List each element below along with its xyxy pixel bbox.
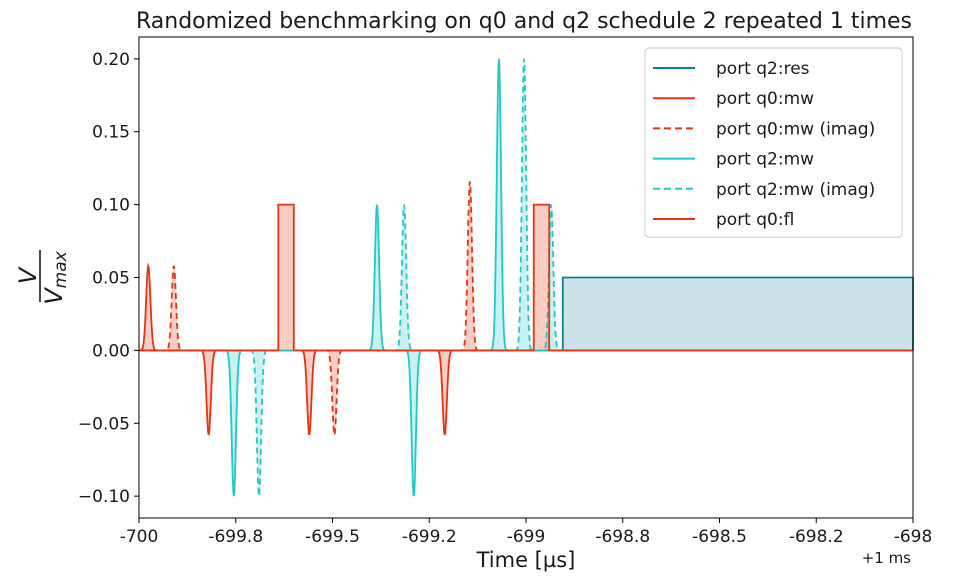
y-axis-label-subscript: max bbox=[51, 250, 71, 288]
legend-box bbox=[644, 47, 903, 238]
legend-label-port-q0-mw: port q0:mw bbox=[716, 89, 814, 109]
port-q0-mw-imag-pulse-2-fill bbox=[324, 350, 345, 435]
port-q2-res-segment-1-fill bbox=[562, 277, 913, 351]
port-q2-mw-pulse-1-fill bbox=[224, 350, 244, 497]
y-tick-label: 0.20 bbox=[92, 50, 130, 70]
port-q0-mw-pulse-4-fill bbox=[435, 350, 455, 435]
port-q2-mw-imag-pulse-1-fill bbox=[249, 350, 269, 497]
legend-label-port-q0-fl: port q0:fl bbox=[716, 210, 794, 230]
y-axis-label-denominator: Vmax bbox=[40, 250, 71, 304]
y-tick-label: −0.05 bbox=[78, 414, 130, 434]
x-tick-label: -698.2 bbox=[789, 527, 844, 547]
y-axis-ticks: −0.10 −0.05 0.00 0.05 0.10 0.15 0.20 bbox=[78, 50, 139, 507]
x-tick-label: -699.2 bbox=[402, 527, 457, 547]
port-q0-fl-segment-1-fill bbox=[278, 204, 294, 351]
port-q2-mw-pulse-4-fill bbox=[489, 58, 509, 351]
port-q2-mw-pulse-2-fill bbox=[367, 204, 387, 351]
x-tick-label: -699.5 bbox=[305, 527, 360, 547]
pulse-fills bbox=[138, 58, 913, 497]
port-q2-mw-pulse-3-fill bbox=[404, 350, 424, 497]
x-axis-offset-label: +1 ms bbox=[862, 549, 911, 567]
port-q0-fl-line bbox=[139, 203, 913, 352]
port-q0-mw-pulse-1-fill bbox=[138, 265, 158, 351]
x-axis-label: Time [µs] bbox=[476, 548, 576, 572]
port-q2-mw-imag-pulse-3-fill bbox=[514, 58, 534, 351]
x-tick-label: -698.8 bbox=[595, 527, 650, 547]
port-q0-mw-imag-pulse-1-fill bbox=[164, 265, 184, 351]
x-tick-label: -700 bbox=[120, 527, 159, 547]
y-tick-label: 0.00 bbox=[92, 341, 130, 361]
y-axis-label: V Vmax bbox=[14, 250, 71, 305]
y-tick-label: 0.10 bbox=[92, 196, 130, 216]
port-q0-mw-imag-pulse-3-fill bbox=[460, 181, 480, 351]
legend-label-port-q2-mw: port q2:mw bbox=[716, 150, 814, 170]
port-q2-mw-imag-pulse-2-fill bbox=[394, 204, 414, 351]
legend-label-port-q0-mw-imag: port q0:mw (imag) bbox=[716, 119, 875, 139]
y-axis-label-numerator: V bbox=[14, 266, 42, 284]
port-q0-mw-pulse-2-fill bbox=[199, 350, 219, 435]
chart-title: Randomized benchmarking on q0 and q2 sch… bbox=[136, 9, 912, 34]
y-tick-label: 0.15 bbox=[92, 123, 130, 143]
legend-label-port-q2-res: port q2:res bbox=[716, 59, 810, 79]
y-tick-label: 0.05 bbox=[92, 269, 130, 289]
legend: port q2:res port q0:mw port q0:mw (imag) po… bbox=[644, 47, 903, 238]
y-tick-label: −0.10 bbox=[78, 487, 130, 507]
legend-label-port-q2-mw-imag: port q2:mw (imag) bbox=[716, 180, 875, 200]
pulse-lines bbox=[138, 58, 914, 497]
x-tick-label: -699 bbox=[507, 527, 546, 547]
x-tick-label: -699.8 bbox=[208, 527, 263, 547]
x-axis-ticks: -700 -699.8 -699.5 -699.2 -699 -698.8 -698.5 -6… bbox=[120, 518, 933, 547]
port-q0-mw-pulse-3-fill bbox=[299, 350, 319, 435]
x-tick-label: -698.5 bbox=[692, 527, 747, 547]
x-tick-label: -698 bbox=[894, 527, 933, 547]
port-q2-mw-imag-pulse-4-fill bbox=[541, 204, 561, 351]
port-q0-fl-segment-2-fill bbox=[533, 204, 550, 351]
